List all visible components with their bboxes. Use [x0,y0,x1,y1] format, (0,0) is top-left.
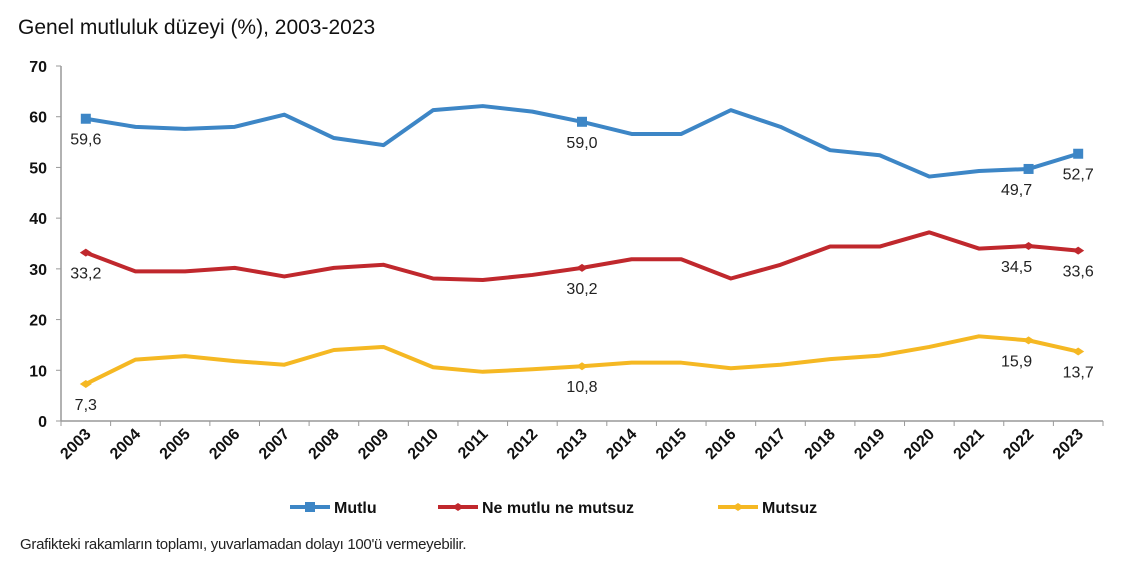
chart-title: Genel mutluluk düzeyi (%), 2003-2023 [18,16,376,39]
data-label: 13,7 [1063,365,1094,382]
data-point-marker [576,362,588,371]
data-label: 7,3 [75,397,97,414]
x-tick-label: 2010 [405,426,442,463]
x-tick-label: 2009 [355,426,392,463]
x-tick-label: 2020 [901,426,938,463]
legend-label: Mutlu [334,500,377,517]
footnote: Grafikteki rakamların toplamı, yuvarlama… [20,536,467,553]
legend-marker [452,503,464,511]
data-label: 15,9 [1001,353,1032,370]
y-tick-label: 40 [29,211,47,228]
x-tick-label: 2021 [951,426,988,463]
y-tick-label: 50 [29,160,47,177]
x-tick-label: 2006 [206,426,243,463]
x-tick-label: 2013 [554,426,591,463]
data-point-marker [1072,246,1085,255]
x-tick-label: 2005 [157,426,194,463]
data-point-marker [1023,163,1034,174]
data-label: 34,5 [1001,259,1032,276]
legend-label: Mutsuz [762,500,817,517]
x-tick-label: 2007 [256,426,293,463]
data-label: 10,8 [566,379,597,396]
data-point-marker [1072,347,1085,356]
data-label: 59,6 [70,132,101,149]
data-point-marker [1073,148,1084,159]
x-tick-label: 2008 [306,426,343,463]
data-label: 33,6 [1063,264,1094,281]
data-label: 33,2 [70,266,101,283]
data-label: 30,2 [566,281,597,298]
data-point-marker [80,113,91,124]
x-tick-label: 2011 [455,426,492,463]
x-tick-label: 2004 [107,426,144,463]
y-tick-label: 60 [29,110,47,127]
x-tick-label: 2017 [752,426,789,463]
data-point-marker [576,263,588,272]
y-tick-label: 10 [29,363,47,380]
x-tick-label: 2015 [653,426,690,463]
series-line-mutsuz [84,334,1079,386]
y-tick-label: 0 [38,414,47,431]
data-label: 52,7 [1063,167,1094,184]
y-tick-label: 30 [29,262,47,279]
x-tick-label: 2023 [1050,426,1087,463]
x-tick-label: 2012 [504,426,541,463]
y-tick-label: 70 [29,59,47,76]
x-tick-label: 2018 [802,426,839,463]
data-point-marker [79,248,92,257]
x-tick-label: 2014 [603,426,640,463]
data-label: 49,7 [1001,182,1032,199]
x-tick-label: 2019 [851,426,888,463]
data-point-marker [79,379,92,388]
data-point-marker [577,116,587,127]
x-tick-label: 2022 [1000,426,1037,463]
y-tick-label: 20 [29,313,47,330]
x-tick-label: 2016 [702,426,739,463]
data-point-marker [1022,336,1035,345]
legend-marker [732,503,744,511]
series-line-ne-mutlu-ne-mutsuz [85,230,1079,283]
legend-label: Ne mutlu ne mutsuz [482,500,634,517]
legend-marker [305,502,315,512]
x-tick-label: 2003 [57,426,94,463]
data-label: 59,0 [566,135,597,152]
data-point-marker [1022,242,1035,251]
